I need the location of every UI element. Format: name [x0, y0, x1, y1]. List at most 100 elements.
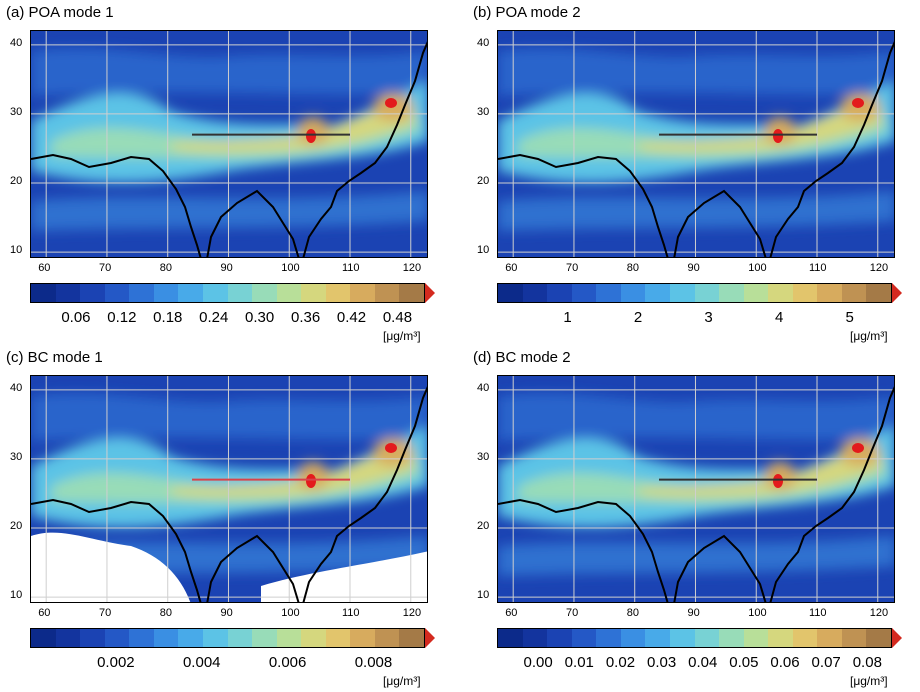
colorbar: [30, 628, 425, 648]
colorbar-label: 0.006: [268, 654, 307, 671]
colorbar-swatch: [743, 284, 769, 302]
longitude-tick: 90: [687, 262, 700, 274]
latitude-tick: 30: [477, 105, 490, 118]
colorbar-label: 0.02: [605, 654, 636, 671]
colorbar-swatch: [325, 284, 351, 302]
colorbar-label: 0.002: [97, 654, 135, 671]
colorbar-swatch: [596, 284, 621, 302]
colorbar-swatch: [743, 629, 769, 647]
longitude-tick: 90: [220, 607, 233, 619]
longitude-tick: 60: [38, 607, 51, 619]
colorbar-swatch: [31, 284, 56, 302]
colorbar-label: 2: [633, 309, 643, 326]
colorbar-swatch: [866, 629, 891, 647]
longitude-tick: 80: [626, 607, 639, 619]
colorbar-swatch: [866, 284, 891, 302]
coastline: [31, 41, 427, 257]
longitude-tick: 100: [748, 262, 767, 274]
latitude-tick: 10: [477, 589, 490, 602]
colorbar-swatch: [669, 629, 695, 647]
latitude-tick: 30: [477, 450, 490, 463]
longitude-tick: 100: [281, 607, 300, 619]
colorbar-swatch: [841, 629, 867, 647]
concentration-map: [497, 30, 895, 258]
colorbar-swatch: [350, 284, 375, 302]
colorbar-unit: [μg/m³]: [850, 674, 888, 688]
longitude-tick: 110: [342, 262, 360, 274]
coastline: [498, 386, 894, 602]
latitude-tick: 20: [477, 520, 490, 532]
longitude-tick: 120: [869, 607, 889, 619]
colorbar-swatch: [399, 284, 424, 302]
colorbar-swatch: [350, 629, 375, 647]
concentration-field: [31, 31, 427, 257]
colorbar-swatch: [227, 629, 253, 647]
colorbar-label: 0.04: [688, 654, 718, 671]
longitude-tick: 60: [505, 262, 518, 274]
colorbar-swatch: [792, 629, 818, 647]
colorbar-swatch: [547, 284, 572, 302]
colorbar-swatch: [522, 629, 548, 647]
latitude-tick: 10: [10, 589, 23, 602]
colorbar-swatch: [498, 629, 523, 647]
latitude-tick: 10: [477, 244, 490, 257]
colorbar-swatch: [571, 284, 597, 302]
panel-title: (d) BC mode 2: [473, 349, 571, 366]
colorbar-swatch: [571, 629, 597, 647]
colorbar-swatch: [80, 284, 105, 302]
coastline: [31, 386, 427, 602]
colorbar-label: 0.00: [523, 654, 553, 671]
colorbar-swatch: [80, 629, 105, 647]
colorbar-swatch: [374, 284, 400, 302]
colorbar-swatch: [768, 629, 793, 647]
colorbar-label: 0.004: [182, 654, 221, 671]
colorbar-label: 3: [704, 309, 713, 326]
colorbar-label: 0.06: [770, 654, 800, 671]
longitude-tick: 70: [98, 607, 112, 619]
colorbar-label: 0.06: [61, 309, 91, 326]
colorbar-swatch: [202, 629, 228, 647]
longitude-tick: 120: [869, 262, 889, 274]
longitude-tick: 110: [809, 262, 827, 274]
colorbar-unit: [μg/m³]: [850, 329, 888, 343]
latitude-tick: 40: [477, 36, 490, 49]
colorbar-swatch: [841, 284, 867, 302]
latitude-tick: 40: [10, 36, 23, 49]
colorbar-extend-arrow: [425, 628, 435, 648]
colorbar-label: 0.07: [811, 654, 841, 671]
colorbar-swatch: [129, 629, 154, 647]
longitude-tick: 110: [809, 607, 827, 619]
colorbar-label: 5: [845, 309, 854, 326]
concentration-map: [30, 375, 428, 603]
colorbar-unit: [μg/m³]: [383, 329, 421, 343]
colorbar-label: 4: [774, 309, 784, 326]
colorbar-swatch: [719, 284, 744, 302]
colorbar-label: 0.08: [852, 654, 882, 671]
colorbar-swatch: [178, 284, 203, 302]
colorbar-swatch: [252, 284, 277, 302]
colorbar-swatch: [104, 284, 130, 302]
colorbar-label: 0.30: [245, 309, 275, 326]
colorbar-swatch: [719, 629, 744, 647]
colorbar-label: 0.12: [107, 309, 137, 326]
colorbar-swatch: [55, 629, 81, 647]
colorbar-label: 0.48: [382, 309, 413, 326]
longitude-tick: 70: [565, 607, 579, 619]
concentration-field: [498, 376, 894, 602]
colorbar-unit: [μg/m³]: [383, 674, 421, 688]
colorbar-swatch: [227, 284, 253, 302]
longitude-tick: 90: [687, 607, 700, 619]
colorbar-swatch: [620, 629, 646, 647]
colorbar-extend-arrow: [892, 283, 902, 303]
colorbar-swatch: [645, 629, 670, 647]
colorbar-label: 1: [563, 309, 572, 326]
concentration-map: [30, 30, 428, 258]
colorbar: [497, 283, 892, 303]
latitude-tick: 10: [10, 244, 23, 257]
colorbar-swatch: [768, 284, 793, 302]
colorbar-swatch: [817, 629, 842, 647]
colorbar-swatch: [792, 284, 818, 302]
colorbar-swatch: [399, 629, 424, 647]
colorbar-extend-arrow: [425, 283, 435, 303]
longitude-tick: 80: [159, 607, 172, 619]
